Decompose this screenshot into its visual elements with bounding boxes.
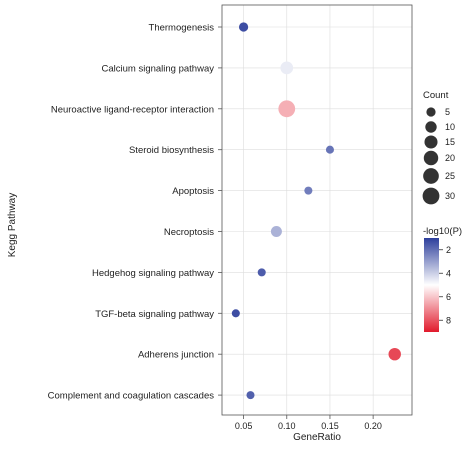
data-point bbox=[246, 391, 255, 400]
x-axis-title: GeneRatio bbox=[293, 432, 341, 443]
data-point bbox=[238, 22, 249, 32]
color-legend-tick-label: 6 bbox=[446, 292, 451, 302]
size-legend-dot bbox=[423, 168, 439, 184]
size-legend-label: 15 bbox=[445, 137, 455, 147]
size-legend-dot bbox=[426, 107, 436, 117]
y-tick-label: Neuroactive ligand-receptor interaction bbox=[51, 104, 214, 115]
size-legend-title: Count bbox=[423, 90, 449, 101]
size-legend-dot bbox=[425, 121, 437, 133]
data-point bbox=[270, 225, 282, 238]
y-axis-title: Kegg Pathway bbox=[7, 193, 18, 258]
y-tick-label: Apoptosis bbox=[172, 186, 214, 197]
y-axis-ticks: Thermogenesis Calcium signaling pathway Ne… bbox=[48, 23, 222, 402]
size-legend-label: 20 bbox=[445, 153, 455, 163]
size-legend-dot bbox=[423, 150, 439, 166]
data-points bbox=[231, 22, 401, 400]
x-tick-label: 0.20 bbox=[364, 421, 382, 431]
data-point bbox=[325, 145, 334, 154]
y-tick-label: Complement and coagulation cascades bbox=[48, 391, 215, 402]
color-legend-title: -log10(P) bbox=[423, 226, 462, 237]
y-tick-label: Hedgehog signaling pathway bbox=[92, 268, 214, 279]
y-tick-label: Thermogenesis bbox=[149, 23, 215, 34]
color-legend-tick-label: 8 bbox=[446, 315, 451, 325]
size-legend: Count 5 10 15 20 25 30 bbox=[422, 90, 455, 205]
color-legend-ticks: 2 4 6 8 bbox=[439, 245, 451, 325]
data-point bbox=[388, 347, 401, 361]
size-legend-label: 10 bbox=[445, 122, 455, 132]
data-point bbox=[304, 186, 313, 195]
size-legend-items: 5 10 15 20 25 30 bbox=[422, 107, 455, 205]
size-legend-label: 30 bbox=[445, 191, 455, 201]
color-legend: -log10(P) 2 4 6 8 bbox=[423, 226, 462, 332]
y-tick-label: Necroptosis bbox=[164, 227, 214, 238]
x-tick-label: 0.10 bbox=[278, 421, 296, 431]
color-legend-bar bbox=[424, 238, 439, 332]
plot-area-frame bbox=[221, 4, 413, 416]
y-tick-label: TGF-beta signaling pathway bbox=[95, 309, 214, 320]
data-point bbox=[257, 268, 266, 277]
grid-lines bbox=[222, 5, 412, 415]
color-legend-tick-label: 4 bbox=[446, 268, 451, 278]
x-axis-ticks: 0.05 0.10 0.15 0.20 bbox=[235, 415, 382, 431]
color-legend-tick-label: 2 bbox=[446, 245, 451, 255]
y-tick-label: Steroid biosynthesis bbox=[129, 145, 214, 156]
data-point bbox=[231, 309, 240, 318]
size-legend-dot bbox=[422, 187, 440, 205]
y-tick-label: Adherens junction bbox=[138, 350, 214, 361]
x-tick-label: 0.05 bbox=[235, 421, 253, 431]
y-tick-label: Calcium signaling pathway bbox=[102, 63, 215, 74]
x-tick-label: 0.15 bbox=[321, 421, 339, 431]
size-legend-dot bbox=[424, 135, 438, 149]
data-point bbox=[278, 100, 296, 118]
size-legend-label: 5 bbox=[445, 107, 450, 117]
data-point bbox=[280, 61, 294, 75]
size-legend-label: 25 bbox=[445, 171, 455, 181]
